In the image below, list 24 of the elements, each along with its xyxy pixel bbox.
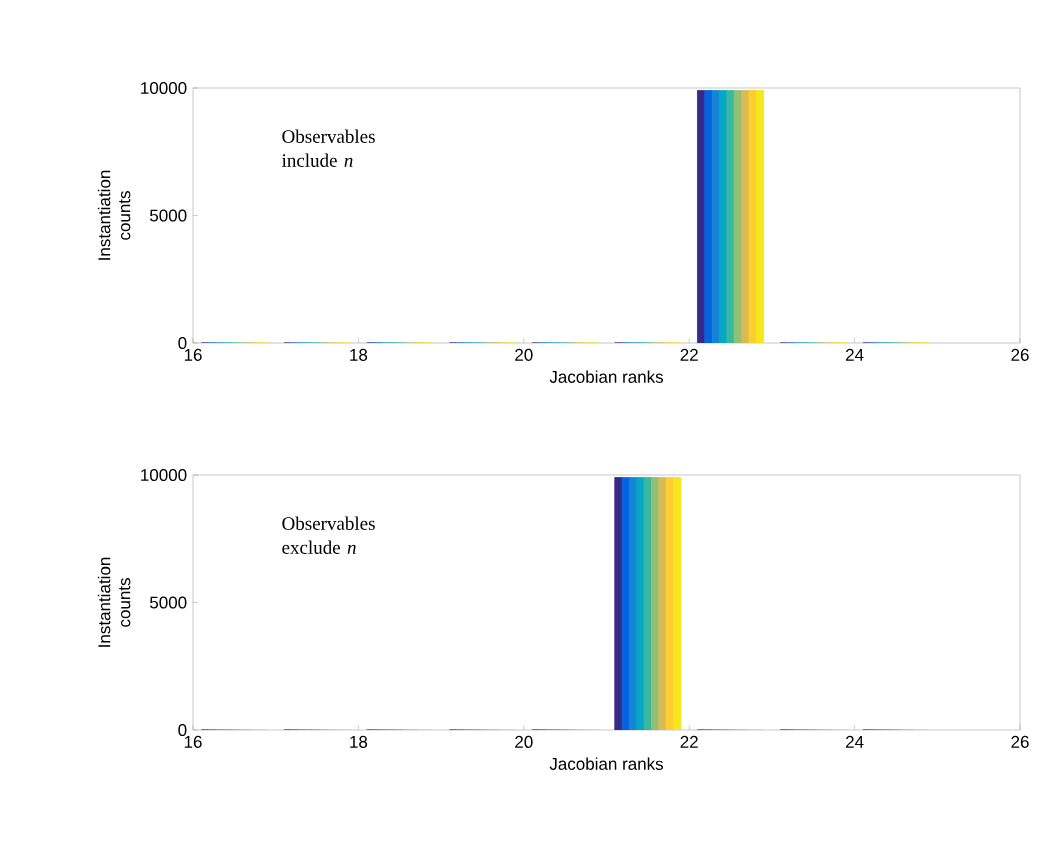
x-tick-label: 22 bbox=[680, 348, 698, 361]
x-tick-label: 24 bbox=[846, 348, 864, 361]
y-tick-label: 5000 bbox=[150, 209, 187, 222]
x-tick-label: 18 bbox=[350, 348, 368, 361]
x-axis-title: Jacobian ranks bbox=[549, 757, 664, 770]
y-tick-label: 0 bbox=[178, 723, 187, 737]
y-axis-title: Instantiation counts bbox=[97, 170, 131, 260]
y-tick-label: 10000 bbox=[141, 81, 187, 95]
annotation: Observables exclude n bbox=[282, 516, 375, 554]
y-tick-label: 10000 bbox=[141, 468, 187, 482]
y-tick-label: 0 bbox=[178, 336, 187, 350]
x-tick-label: 26 bbox=[1011, 735, 1029, 748]
y-tick-label: 5000 bbox=[150, 596, 187, 609]
x-tick-label: 20 bbox=[515, 735, 533, 748]
x-tick-label: 18 bbox=[350, 735, 368, 748]
x-tick-label: 16 bbox=[184, 348, 202, 361]
annotation: Observables include n bbox=[281, 129, 375, 167]
x-tick-label: 22 bbox=[680, 735, 698, 748]
x-tick-label: 16 bbox=[184, 735, 202, 748]
x-tick-label: 26 bbox=[1011, 348, 1029, 361]
x-tick-label: 24 bbox=[846, 735, 864, 748]
y-axis-title: Instantiation counts bbox=[97, 557, 131, 647]
x-axis-title: Jacobian ranks bbox=[549, 370, 664, 383]
x-tick-label: 20 bbox=[515, 348, 533, 361]
